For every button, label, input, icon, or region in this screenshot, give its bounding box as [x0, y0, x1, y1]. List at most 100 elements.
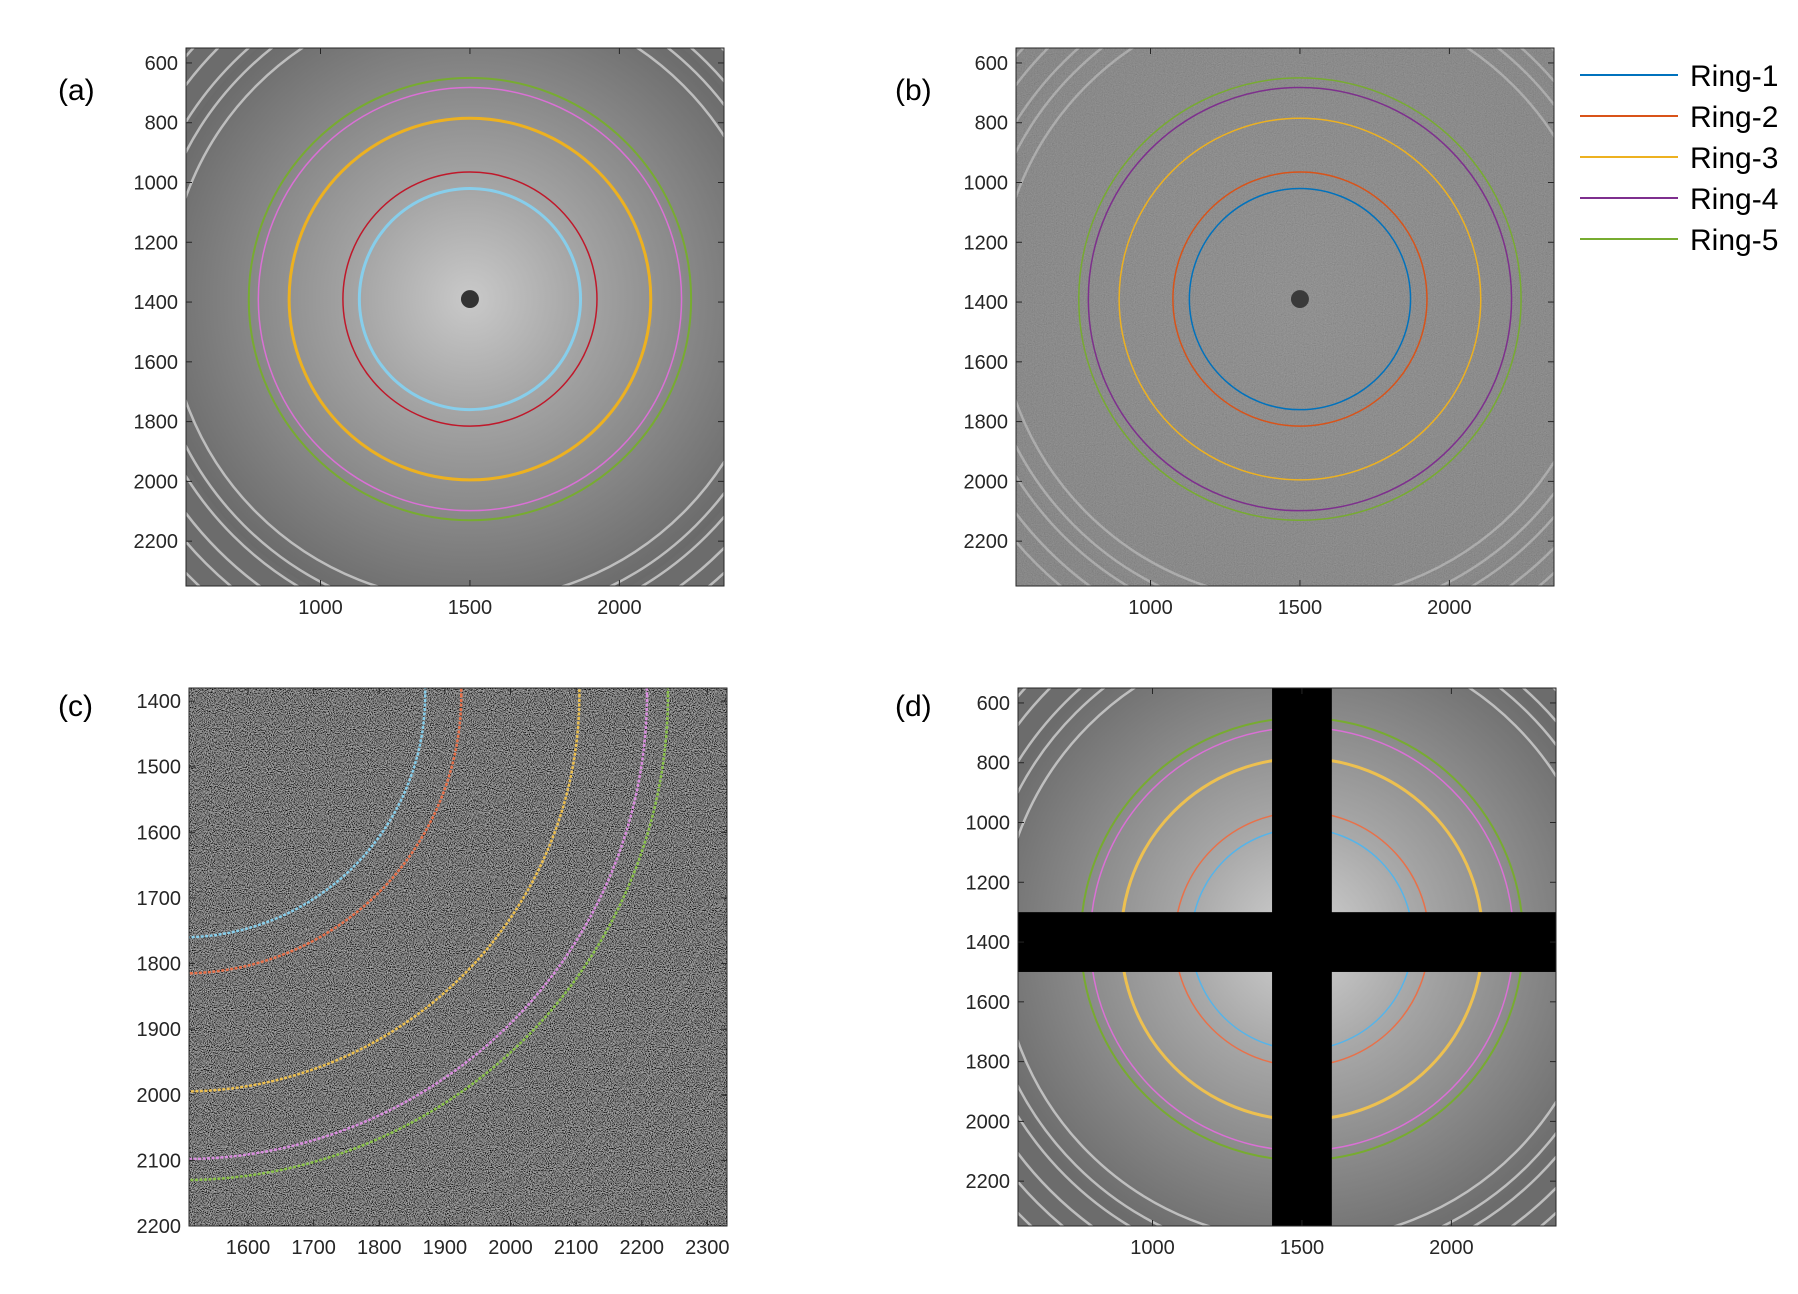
x-tick-label: 2200 — [619, 1237, 664, 1259]
x-tick-label: 1000 — [1130, 1237, 1175, 1259]
x-tick-label: 2100 — [554, 1237, 599, 1259]
y-tick-label: 1400 — [966, 932, 1011, 954]
y-tick-label: 2200 — [137, 1216, 182, 1238]
x-tick-label: 2000 — [488, 1237, 533, 1259]
y-tick-label: 600 — [977, 693, 1010, 715]
y-tick-label: 1000 — [966, 813, 1011, 835]
y-tick-label: 1000 — [964, 173, 1009, 195]
panel-d-label: (d) — [895, 690, 932, 723]
y-tick-label: 800 — [977, 753, 1010, 775]
y-tick-label: 1600 — [137, 822, 182, 844]
ring-ring-1 — [189, 688, 427, 939]
y-tick-label: 1800 — [966, 1052, 1011, 1074]
y-tick-label: 1400 — [134, 292, 179, 314]
panel-b-plot: 1000 1500 2000 600 800 1000 1200 1400 1600 1800 20… — [964, 47, 1555, 619]
y-tick-label: 2200 — [966, 1171, 1011, 1193]
legend-label-ring-3: Ring-3 — [1690, 142, 1778, 175]
beam-stop — [460, 290, 479, 309]
panel-c-label: (c) — [58, 690, 93, 723]
y-tick-label: 1000 — [134, 173, 179, 195]
x-tick-label: 1000 — [298, 597, 343, 619]
axes-frame — [1015, 47, 1555, 587]
x-tick-label: 1500 — [1278, 597, 1323, 619]
axes-frame — [1017, 687, 1557, 1227]
x-tick-label: 1700 — [291, 1237, 336, 1259]
y-tick-label: 1200 — [966, 872, 1011, 894]
ring-ring-3 — [287, 116, 653, 482]
y-tick-label: 1700 — [137, 888, 182, 910]
ring-ring-2 — [342, 171, 598, 427]
panel-c-plot: 1600 1700 1800 1900 2000 2100 2200 2300 1400 1500… — [137, 687, 730, 1259]
y-tick-label: 1600 — [134, 352, 179, 374]
panel-d-plot: 1000 1500 2000 600 800 1000 1200 1400 1600 1800 20… — [966, 687, 1557, 1259]
x-tick-label: 1500 — [448, 597, 493, 619]
y-tick-label: 1200 — [964, 232, 1009, 254]
legend-label-ring-2: Ring-2 — [1690, 101, 1778, 134]
panel-a-label: (a) — [58, 74, 95, 107]
image-noise — [1016, 48, 1554, 586]
x-tick-label: 2300 — [685, 1237, 730, 1259]
ring-ring-4 — [1087, 86, 1513, 512]
beam-stop — [1290, 290, 1309, 309]
ring-ring-3 — [189, 688, 581, 1093]
y-tick-label: 2000 — [134, 471, 179, 493]
ring-ring-5 — [1078, 77, 1522, 521]
panel-b: (b) 1000 1500 2000 600 800 1000 1200 1400 1600 18… — [895, 47, 1555, 619]
panel-b-label: (b) — [895, 74, 932, 107]
legend-label-ring-1: Ring-1 — [1690, 60, 1778, 93]
legend-label-ring-4: Ring-4 — [1690, 183, 1778, 216]
panel-a: (a) 1000 1500 2000 600 800 1000 1200 1400 1600 18… — [58, 47, 725, 619]
y-tick-label: 2200 — [964, 531, 1009, 553]
image-glow — [186, 48, 724, 586]
image-area — [186, 48, 724, 586]
x-tick-label: 1900 — [423, 1237, 468, 1259]
image-area — [1018, 688, 1556, 1226]
axes-frame — [188, 687, 728, 1227]
y-tick-label: 1600 — [966, 992, 1011, 1014]
image-area — [189, 688, 727, 1226]
image-area — [1016, 48, 1554, 586]
ring-ring-1 — [1188, 187, 1412, 411]
axes-frame — [185, 47, 725, 587]
ring-ring-2 — [1172, 171, 1428, 427]
image-noise — [189, 688, 727, 1226]
x-tick-label: 1500 — [1280, 1237, 1325, 1259]
y-tick-label: 2200 — [134, 531, 179, 553]
ring-ring-2 — [189, 688, 463, 975]
y-tick-label: 2100 — [137, 1150, 182, 1172]
legend: Ring-1 Ring-2 Ring-3 Ring-4 Ring-5 — [1580, 60, 1778, 257]
y-tick-label: 1800 — [137, 954, 182, 976]
y-tick-label: 2000 — [966, 1111, 1011, 1133]
panel-d: (d) 1000 1500 2000 600 800 1000 1200 1400 1600 18… — [895, 687, 1557, 1259]
y-tick-label: 1800 — [964, 412, 1009, 434]
legend-label-ring-5: Ring-5 — [1690, 224, 1778, 257]
y-tick-label: 1400 — [964, 292, 1009, 314]
ring-ring-3 — [1118, 117, 1482, 481]
y-tick-label: 1600 — [964, 352, 1009, 374]
y-tick-label: 800 — [975, 113, 1008, 135]
ring-ring-4 — [257, 86, 683, 512]
y-tick-label: 1200 — [134, 232, 179, 254]
panel-a-plot: 1000 1500 2000 600 800 1000 1200 1400 1600 1800 20… — [134, 47, 725, 619]
mask-horizontal-band — [1018, 912, 1556, 972]
ring-ring-1 — [357, 186, 583, 412]
panel-c: (c) 1600 1700 1800 1900 2000 2100 2200 2300 1400… — [58, 687, 730, 1259]
x-tick-label: 1000 — [1128, 597, 1173, 619]
y-tick-label: 800 — [145, 113, 178, 135]
x-tick-label: 1800 — [357, 1237, 402, 1259]
y-tick-label: 1800 — [134, 412, 179, 434]
y-tick-label: 2000 — [964, 471, 1009, 493]
x-tick-label: 2000 — [1427, 597, 1472, 619]
ring-ring-4 — [189, 688, 649, 1161]
y-tick-label: 2000 — [137, 1085, 182, 1107]
x-tick-label: 2000 — [1429, 1237, 1474, 1259]
y-tick-label: 1900 — [137, 1019, 182, 1041]
y-tick-label: 600 — [975, 53, 1008, 75]
y-tick-label: 600 — [145, 53, 178, 75]
y-tick-label: 1500 — [137, 757, 182, 779]
ring-ring-5 — [247, 76, 693, 522]
x-tick-label: 2000 — [597, 597, 642, 619]
y-tick-label: 1400 — [137, 691, 182, 713]
x-tick-label: 1600 — [226, 1237, 271, 1259]
